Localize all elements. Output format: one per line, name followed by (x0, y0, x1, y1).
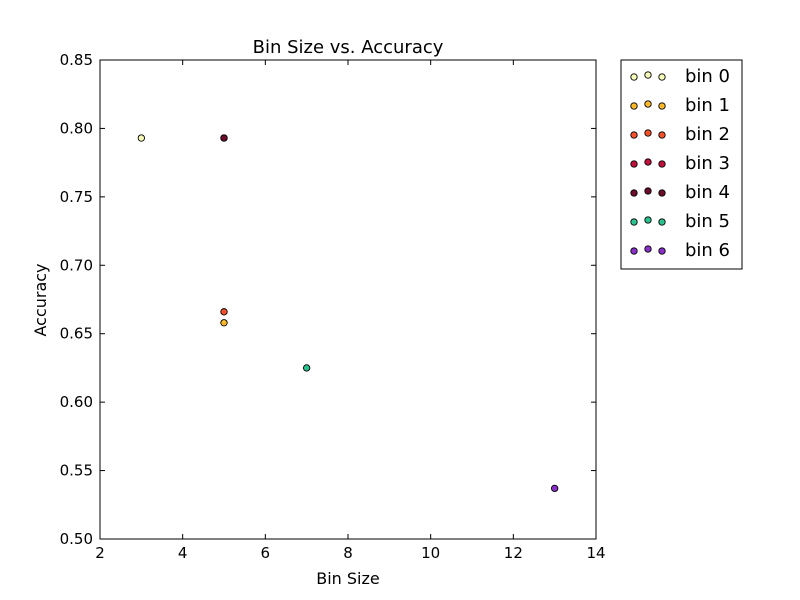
legend-marker (644, 129, 652, 137)
y-tick-label: 0.80 (60, 119, 93, 137)
legend-item: bin 4 (630, 182, 730, 203)
legend-marker (658, 102, 666, 110)
x-tick-label: 4 (178, 544, 188, 562)
x-tick-label: 12 (504, 544, 523, 562)
legend-marker (630, 160, 638, 168)
legend-item: bin 5 (630, 211, 730, 232)
x-tick-label: 2 (95, 544, 105, 562)
y-tick-label: 0.60 (60, 393, 93, 411)
legend-marker (644, 71, 652, 79)
legend-item: bin 0 (630, 66, 730, 87)
x-tick-label: 6 (261, 544, 271, 562)
x-tick-label: 14 (586, 544, 605, 562)
y-tick-label: 0.75 (60, 188, 93, 206)
x-tick-label: 10 (421, 544, 440, 562)
legend-label: bin 4 (685, 182, 730, 203)
y-tick-label: 0.85 (60, 51, 93, 69)
chart-title: Bin Size vs. Accuracy (253, 37, 444, 58)
legend-marker (644, 216, 652, 224)
legend-marker (658, 218, 666, 226)
legend-marker (658, 247, 666, 255)
x-axis-ticks: 2 4 6 8 10 12 14 (95, 60, 606, 562)
legend-marker (644, 245, 652, 253)
data-point-bin-6 (551, 484, 559, 493)
legend-marker (658, 131, 666, 139)
legend-label: bin 1 (685, 95, 730, 116)
legend-marker (644, 100, 652, 108)
plot-frame (99, 59, 597, 540)
legend-marker (630, 131, 638, 139)
legend-marker (658, 73, 666, 81)
legend-item: bin 6 (630, 240, 730, 261)
legend-marker (644, 158, 652, 166)
legend-marker (630, 102, 638, 110)
y-tick-label: 0.50 (60, 530, 93, 548)
legend-frame (620, 59, 743, 270)
legend-marker (630, 218, 638, 226)
plot-area: 2 4 6 8 10 12 14 0.500.550.600.650.700.750.800… (60, 51, 606, 562)
legend-item: bin 2 (630, 124, 730, 145)
legend-marker (630, 247, 638, 255)
legend-marker (630, 189, 638, 197)
data-point-bin-4 (220, 134, 228, 142)
legend-label: bin 3 (685, 153, 730, 174)
data-point-bin-0 (137, 134, 145, 142)
data-point-bin-1 (220, 319, 228, 327)
y-axis-ticks: 0.50 0.55 0.60 0.65 0.70 0.75 0.80 0.85 (60, 51, 596, 548)
legend-marker (644, 187, 652, 195)
y-tick-label: 0.55 (60, 462, 93, 480)
data-point-bin-5 (303, 364, 311, 372)
x-axis-label: Bin Size (316, 569, 380, 588)
y-tick-label: 0.65 (60, 325, 93, 343)
data-points (137, 134, 559, 493)
legend-label: bin 6 (685, 240, 730, 261)
legend-marker (658, 189, 666, 197)
x-tick-label: 8 (343, 544, 353, 562)
legend-label: bin 5 (685, 211, 730, 232)
y-tick-label: 0.70 (60, 256, 93, 274)
legend-item: bin 1 (630, 95, 730, 116)
legend: bin 0 bin 1 bin 2 bin 3 bin 4 bin 5 bin 6 (620, 59, 743, 270)
y-axis-label: Accuracy (31, 263, 50, 336)
legend-marker (630, 73, 638, 81)
legend-marker (658, 160, 666, 168)
legend-item: bin 3 (630, 153, 730, 174)
data-point-bin-2 (220, 308, 228, 316)
legend-label: bin 0 (685, 66, 730, 87)
legend-label: bin 2 (685, 124, 730, 145)
